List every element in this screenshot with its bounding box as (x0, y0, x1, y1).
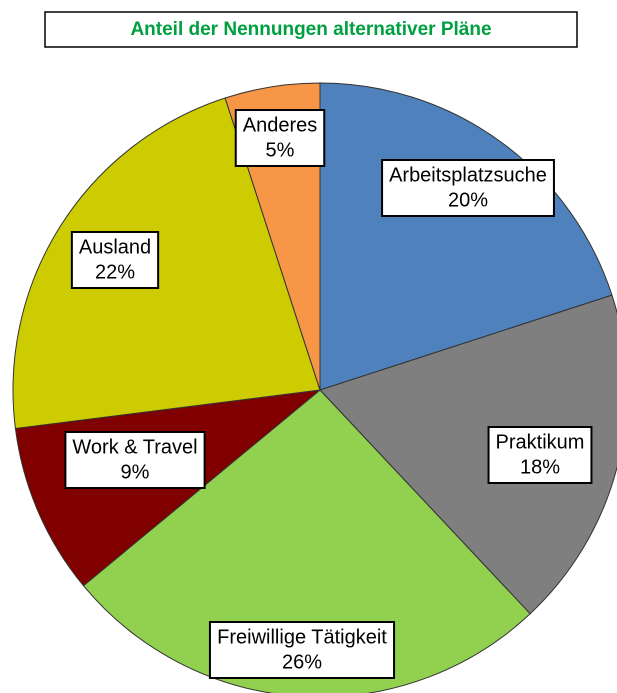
chart-title: Anteil der Nennungen alternativer Pläne (130, 19, 491, 40)
label-box (208, 621, 396, 679)
label-name: Freiwillige Tätigkeit (217, 626, 387, 648)
label-name: Ausland (79, 236, 151, 258)
label-value: 22% (95, 261, 135, 283)
label-name: Work & Travel (72, 436, 197, 458)
data-label: Work & Travel 9% (64, 431, 206, 489)
label-value: 5% (266, 139, 295, 161)
label-name: Arbeitsplatzsuche (389, 164, 547, 186)
data-label: Freiwillige Tätigkeit 26% (208, 621, 396, 679)
label-box (381, 159, 555, 217)
title-box (44, 11, 578, 48)
label-box (70, 231, 160, 289)
label-name: Praktikum (496, 431, 585, 453)
label-box (234, 109, 326, 167)
label-value: 20% (448, 189, 488, 211)
data-label: Anderes 5% (234, 109, 326, 167)
label-value: 9% (121, 461, 150, 483)
pie-slice (12, 97, 321, 430)
label-value: 18% (520, 456, 560, 478)
pie-slice (82, 389, 531, 693)
label-box (64, 431, 206, 489)
label-value: 26% (282, 651, 322, 673)
pie-slice (319, 294, 617, 615)
label-name: Anderes (243, 114, 318, 136)
data-label: Ausland 22% (70, 231, 160, 289)
data-label: Arbeitsplatzsuche 20% (381, 159, 555, 217)
data-label: Praktikum 18% (487, 426, 593, 484)
label-box (487, 426, 593, 484)
